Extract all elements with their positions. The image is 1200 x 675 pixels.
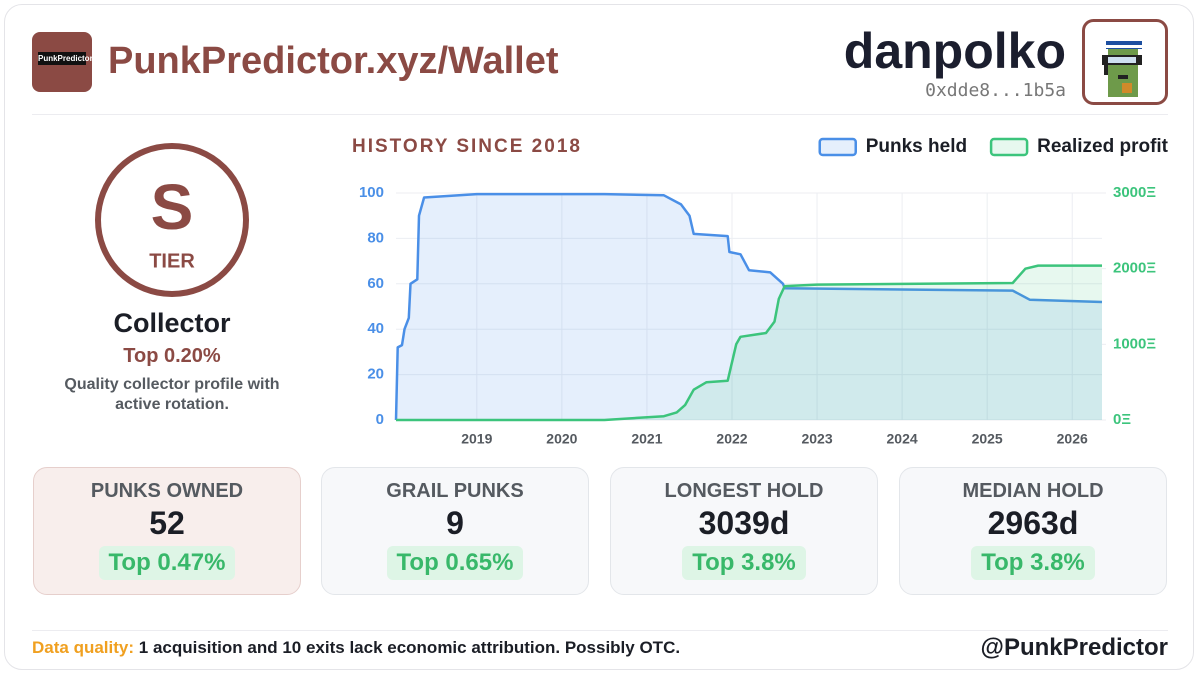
y-tick-label: 20	[367, 366, 384, 383]
stat-value: 52	[149, 505, 185, 541]
legend-swatch	[818, 137, 857, 157]
divider	[32, 114, 1168, 115]
y-tick-label: 60	[367, 275, 384, 292]
avatar	[1082, 19, 1168, 105]
y2-tick-label: 3000Ξ	[1113, 184, 1156, 201]
frame	[4, 4, 1194, 670]
x-tick-label: 2020	[546, 431, 577, 447]
stat-rank: Top 0.65%	[386, 546, 524, 580]
tier-letter: S	[151, 171, 194, 243]
stat-label: LONGEST HOLD	[664, 480, 824, 502]
stat-rank: Top 0.47%	[98, 546, 236, 580]
logo-text: PunkPredictor	[38, 52, 93, 65]
stat-value: 3039d	[698, 505, 790, 541]
footer-note: Data quality: 1 acquisition and 10 exits…	[32, 638, 680, 658]
footer-divider	[32, 630, 1168, 631]
area	[396, 194, 1102, 420]
stat-card: PUNKS OWNED 52 Top 0.47%	[33, 467, 301, 595]
legend-label: Realized profit	[1037, 136, 1169, 157]
x-tick-label: 2021	[631, 431, 662, 447]
x-tick-label: 2025	[972, 431, 1003, 447]
stat-label: PUNKS OWNED	[90, 480, 244, 502]
x-tick-label: 2019	[461, 431, 492, 447]
x-tick-label: 2024	[887, 431, 918, 447]
stat-card: LONGEST HOLD 3039d Top 3.8%	[610, 467, 878, 595]
stat-card: MEDIAN HOLD 2963d Top 3.8%	[899, 467, 1167, 595]
x-tick-label: 2026	[1057, 431, 1088, 447]
site-title: PunkPredictor.xyz/Wallet	[108, 40, 559, 82]
tier-description: Quality collector profile with active ro…	[64, 376, 280, 413]
logo: PunkPredictor	[32, 32, 93, 92]
y-tick-label: 0	[376, 411, 384, 428]
tier-rank: Top 0.20%	[123, 345, 221, 367]
stat-value: 9	[446, 505, 464, 541]
stat-rank: Top 3.8%	[971, 546, 1095, 580]
tier-badge: S TIER	[95, 143, 249, 297]
y2-tick-label: 0Ξ	[1113, 411, 1131, 428]
line	[394, 192, 1103, 421]
area	[396, 265, 1102, 420]
chart: HISTORY SINCE 2018 0204060801000Ξ1000Ξ20…	[352, 136, 1169, 447]
stat-card: GRAIL PUNKS 9 Top 0.65%	[321, 467, 589, 595]
y-tick-label: 40	[367, 320, 384, 337]
handle: @PunkPredictor	[980, 634, 1168, 661]
legend-label: Punks held	[866, 136, 967, 157]
tier-name: Collector	[113, 308, 231, 338]
quality-text: 1 acquisition and 10 exits lack economic…	[138, 638, 681, 657]
x-tick-label: 2022	[716, 431, 747, 447]
y2-tick-label: 1000Ξ	[1113, 335, 1156, 352]
y2-tick-label: 2000Ξ	[1113, 260, 1156, 277]
y-tick-label: 80	[367, 229, 384, 246]
y-tick-label: 100	[359, 184, 384, 201]
stat-label: GRAIL PUNKS	[386, 480, 524, 502]
chart-title: HISTORY SINCE 2018	[352, 136, 582, 157]
stat-value: 2963d	[987, 505, 1079, 541]
line	[396, 264, 1102, 422]
quality-label: Data quality:	[32, 638, 135, 657]
username: danpolko	[843, 23, 1066, 79]
address: 0xdde8...1b5a	[925, 80, 1066, 101]
stat-label: MEDIAN HOLD	[962, 480, 1104, 502]
x-tick-label: 2023	[801, 431, 832, 447]
tier-word: TIER	[149, 250, 195, 272]
stat-rank: Top 3.8%	[682, 546, 806, 580]
legend-swatch	[989, 137, 1029, 157]
